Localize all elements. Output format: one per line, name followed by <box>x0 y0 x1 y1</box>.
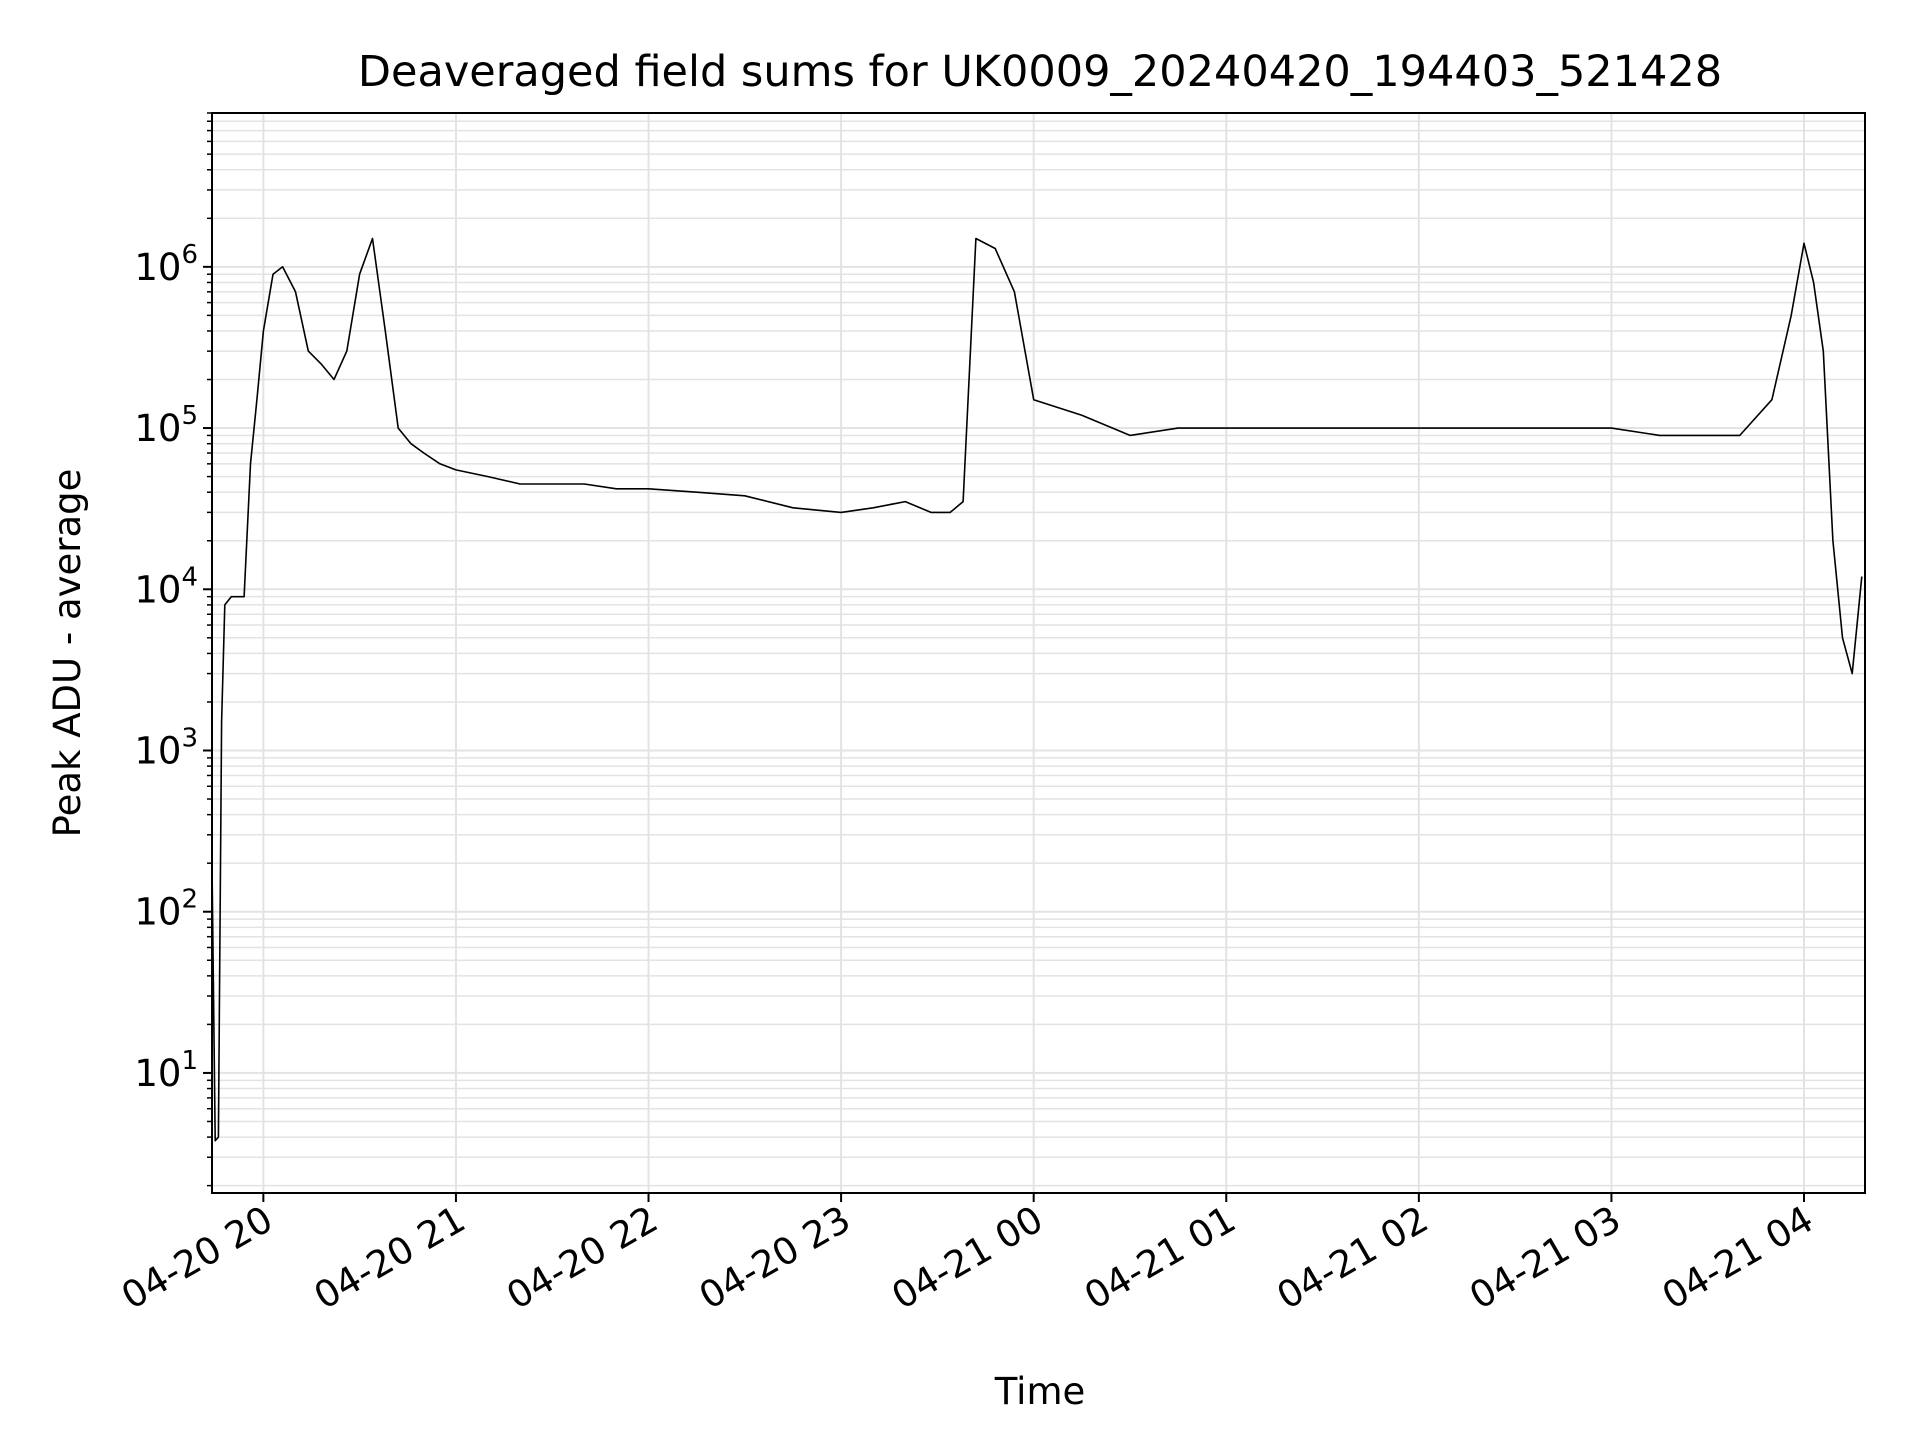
series-group <box>211 237 1863 1142</box>
major-gridlines <box>212 113 1865 1193</box>
chart-title: Deaveraged field sums for UK0009_2024042… <box>358 47 1722 97</box>
x-axis-label: Time <box>994 1370 1086 1413</box>
y-axis-label: Peak ADU - average <box>46 469 89 838</box>
y-tick-label: 101 <box>134 1046 198 1095</box>
y-tick-label: 103 <box>134 723 198 772</box>
series-line <box>211 237 1863 1142</box>
y-axis: 101 102 103 104 105 106 <box>134 112 212 1187</box>
y-tick-label: 104 <box>134 562 198 611</box>
minor-gridlines <box>212 112 1865 1187</box>
y-tick-label: 105 <box>134 401 198 450</box>
y-tick-label: 106 <box>134 240 198 289</box>
y-tick-label: 102 <box>134 885 198 934</box>
